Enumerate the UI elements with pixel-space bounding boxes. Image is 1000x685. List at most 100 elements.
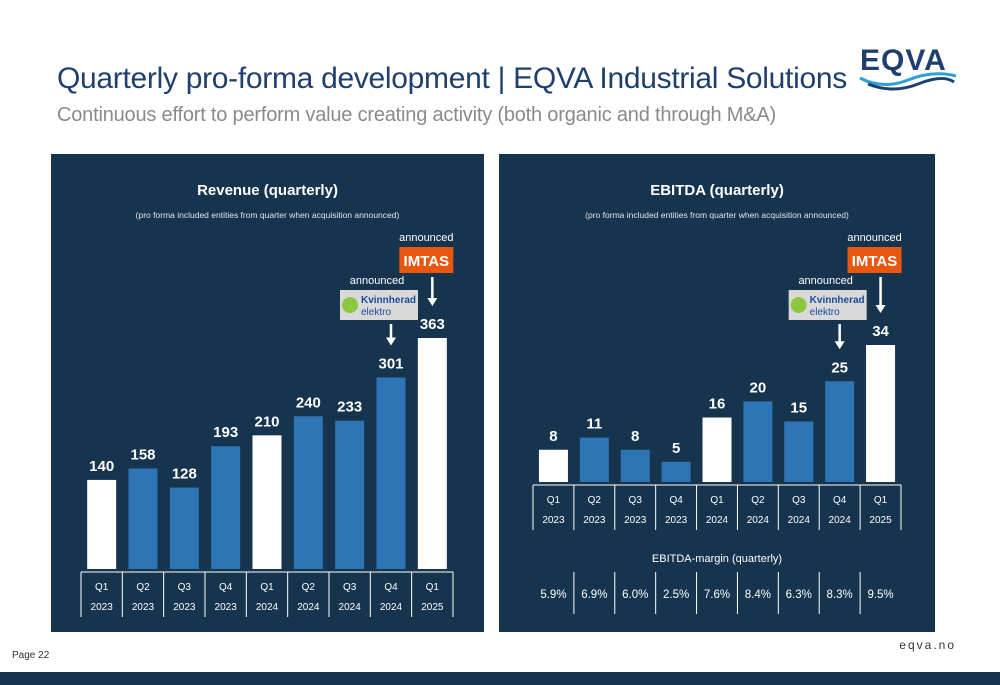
bar — [87, 479, 117, 569]
bar — [825, 381, 855, 482]
margin-value: 7.6% — [704, 589, 730, 601]
margin-value: 5.9% — [540, 589, 566, 601]
bar — [293, 416, 323, 569]
tick-label-year: 2024 — [380, 602, 403, 613]
annotation-label: announced — [798, 275, 852, 287]
tick-label-quarter: Q2 — [302, 582, 316, 593]
tick-label-year: 2023 — [173, 602, 196, 613]
tick-label-quarter: Q1 — [426, 582, 440, 593]
tick-label-quarter: Q2 — [136, 582, 150, 593]
tick-label-quarter: Q1 — [547, 495, 561, 506]
tick-label-year: 2023 — [215, 602, 238, 613]
tick-label-quarter: Q2 — [751, 495, 765, 506]
margin-label: EBITDA-margin (quarterly) — [652, 553, 782, 565]
website-link[interactable]: eqva.no — [899, 638, 956, 652]
tick-label-year: 2023 — [132, 602, 155, 613]
page-title: Quarterly pro-forma development | EQVA I… — [57, 62, 847, 95]
annotation-label: announced — [847, 232, 901, 244]
bar — [866, 345, 896, 482]
announcement-arrow-icon — [386, 337, 396, 346]
data-label: 8 — [549, 428, 557, 445]
tick-label-quarter: Q1 — [260, 582, 274, 593]
annotation-label: announced — [399, 232, 453, 244]
tick-label-year: 2023 — [624, 515, 647, 526]
announcement-arrow-icon — [427, 298, 438, 306]
kvinnherad-logo-name: Kvinnherad — [810, 295, 865, 306]
tick-label-year: 2025 — [421, 602, 444, 613]
tick-label-year: 2024 — [829, 515, 852, 526]
imtas-logo-bg — [847, 247, 902, 273]
margin-value: 2.5% — [663, 589, 689, 601]
bar — [252, 435, 282, 569]
data-label: 158 — [130, 446, 155, 463]
data-label: 16 — [709, 396, 726, 413]
data-label: 128 — [172, 466, 197, 483]
data-label: 301 — [378, 355, 403, 372]
tick-label-quarter: Q3 — [178, 582, 192, 593]
data-label: 5 — [672, 440, 680, 457]
imtas-logo: IMTAS — [399, 247, 454, 273]
wave-icon — [859, 72, 957, 91]
bar — [743, 401, 773, 482]
tick-label-quarter: Q4 — [384, 582, 398, 593]
bar — [417, 338, 447, 569]
announcement-arrow-icon — [875, 305, 886, 313]
annotation-label: announced — [350, 275, 404, 287]
revenue-chart-panel: Revenue (quarterly) (pro forma included e… — [51, 154, 484, 632]
data-label: 8 — [631, 428, 639, 445]
data-label: 240 — [296, 394, 321, 411]
kvinnherad-logo-sub: elektro — [810, 307, 840, 318]
imtas-logo-text: IMTAS — [852, 253, 898, 270]
page-number: Page 22 — [12, 650, 50, 661]
tick-label-quarter: Q1 — [95, 582, 109, 593]
imtas-logo-text: IMTAS — [404, 253, 450, 270]
tick-label-year: 2024 — [747, 515, 770, 526]
data-label: 20 — [750, 379, 767, 396]
data-label: 15 — [790, 400, 807, 417]
data-label: 11 — [586, 416, 602, 433]
kvinnherad-logo-name: Kvinnherad — [361, 295, 416, 306]
bar — [376, 377, 406, 569]
data-label: 193 — [213, 424, 238, 441]
announcement-arrow-icon — [834, 341, 845, 350]
margin-value: 8.3% — [827, 589, 853, 601]
bar — [169, 487, 199, 569]
eqva-logo: EQVA — [858, 44, 958, 94]
bar — [784, 421, 814, 482]
margin-value: 8.4% — [745, 589, 771, 601]
tick-label-quarter: Q3 — [629, 495, 643, 506]
chart-subtitle: (pro forma included entities from quarte… — [136, 210, 400, 220]
tick-label-quarter: Q3 — [343, 582, 357, 593]
tick-label-quarter: Q4 — [833, 495, 847, 506]
margin-value: 9.5% — [867, 589, 893, 601]
kvinnherad-logo-icon — [790, 297, 807, 313]
tick-label-quarter: Q4 — [219, 582, 233, 593]
tick-label-quarter: Q1 — [710, 495, 724, 506]
tick-label-year: 2023 — [665, 515, 688, 526]
kvinnherad-logo-icon — [342, 297, 358, 313]
kvinnherad-logo-sub: elektro — [361, 307, 391, 318]
imtas-logo-bg — [399, 247, 454, 273]
data-label: 25 — [831, 359, 848, 376]
logo-text: EQVA — [860, 44, 947, 77]
bar — [579, 437, 609, 482]
page-subtitle: Continuous effort to perform value creat… — [57, 104, 776, 126]
ebitda-chart-panel: EBITDA (quarterly) (pro forma included en… — [499, 154, 935, 632]
bar — [211, 446, 241, 569]
tick-label-quarter: Q1 — [874, 495, 888, 506]
bar — [620, 449, 650, 482]
margin-value: 6.9% — [581, 589, 607, 601]
data-label: 140 — [89, 458, 114, 475]
tick-label-year: 2024 — [339, 602, 362, 613]
revenue-chart: Revenue (quarterly) (pro forma included e… — [80, 182, 454, 617]
chart-title: Revenue (quarterly) — [197, 182, 338, 199]
margin-value: 6.0% — [622, 589, 648, 601]
footer-bar — [0, 672, 1000, 685]
bar — [661, 461, 691, 482]
tick-label-quarter: Q3 — [792, 495, 806, 506]
bar — [538, 449, 568, 482]
tick-label-year: 2023 — [542, 515, 565, 526]
chart-title: EBITDA (quarterly) — [650, 182, 784, 199]
tick-label-quarter: Q2 — [588, 495, 602, 506]
chart-subtitle: (pro forma included entities from quarte… — [585, 210, 849, 220]
